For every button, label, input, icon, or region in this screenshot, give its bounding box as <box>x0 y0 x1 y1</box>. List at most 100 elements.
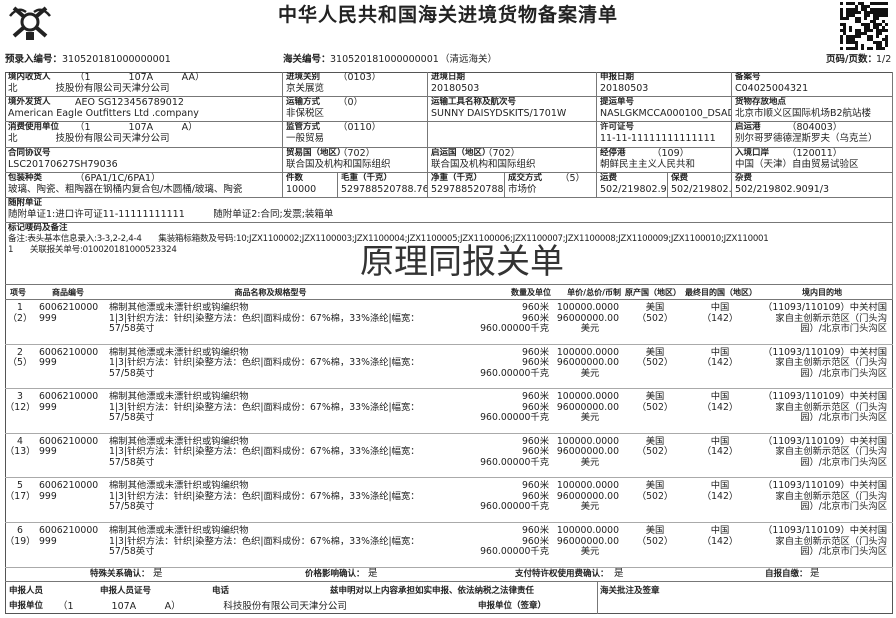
destination: （142） <box>701 490 739 502</box>
qr-module <box>855 8 858 11</box>
price: 100000.0000 <box>556 346 619 358</box>
qr-module <box>846 17 849 20</box>
item-no: 6 <box>17 525 23 536</box>
goods-name: 57/58英寸 <box>109 367 155 379</box>
customs-emblem <box>9 6 51 40</box>
field-code: （1 107A AA） <box>75 72 205 83</box>
hs-code-ext: 999 <box>39 446 57 458</box>
hs-code: 6006210000 <box>39 346 99 358</box>
qr-module <box>858 2 861 5</box>
origin: （502） <box>636 401 674 413</box>
qr-module <box>840 29 843 32</box>
qr-module <box>870 38 873 41</box>
qr-module <box>858 11 861 14</box>
field-value: American Eagle Outfitters Ltd .company <box>8 108 199 119</box>
qr-module <box>885 41 888 44</box>
hs-code: 6006210000 <box>39 525 99 536</box>
price: 96000000.00 <box>556 535 619 547</box>
qr-module <box>870 20 873 23</box>
field-value: 20180503 <box>431 83 480 94</box>
domestic-destination: 家自主创新示范区（门头沟 <box>775 357 887 369</box>
field-cell: 启运国（地区） （702） 联合国及机构和国际组织 <box>428 148 597 173</box>
qr-module <box>864 5 867 8</box>
qr-module <box>855 32 858 35</box>
goods-name: 棉制其他漂或未漂针织或钩编织物 <box>109 525 249 536</box>
quantity: 960米 <box>521 480 549 492</box>
qr-module <box>858 29 861 32</box>
qr-module <box>876 11 879 14</box>
goods-name: 57/58英寸 <box>109 501 155 513</box>
hs-code: 6006210000 <box>39 480 99 492</box>
origin: 美国 <box>645 480 665 492</box>
price: 100000.0000 <box>556 525 619 536</box>
field-value: 京关展览 <box>286 83 325 94</box>
field-label: 申报日期 <box>600 72 635 82</box>
field-code: （702） <box>483 148 521 159</box>
goods-name: 棉制其他漂或未漂针织或钩编织物 <box>109 302 249 313</box>
destination: 中国 <box>710 346 730 358</box>
qr-module <box>876 23 879 26</box>
field-code: （5） <box>560 173 586 184</box>
quantity: 960.00000千克 <box>480 412 549 424</box>
qr-module <box>864 23 867 26</box>
qr-module <box>861 2 864 5</box>
quantity: 960.00000千克 <box>480 323 549 334</box>
qr-module <box>879 2 882 5</box>
field-code: （6PA1/1C/6PA1） <box>75 173 161 184</box>
field-value: 非保税区 <box>286 108 325 119</box>
qr-module <box>870 35 873 38</box>
qr-module <box>885 23 888 26</box>
field-label: 运费 <box>600 173 618 183</box>
confirm-value: 是 <box>368 567 378 579</box>
quantity: 960米 <box>521 535 549 547</box>
field-cell: 件数 10000 <box>283 173 338 198</box>
qr-module <box>849 2 852 5</box>
field-label: 入境口岸 <box>735 148 770 158</box>
goods-header-label: 商品名称及规格型号 <box>234 288 307 297</box>
field-cell: 许可证号 11-11-11111111111111 <box>597 122 732 148</box>
table-frame <box>5 72 893 614</box>
quantity: 960米 <box>521 302 549 313</box>
qr-module <box>870 47 873 50</box>
domestic-destination: 园）/北京市门头沟区 <box>800 367 887 379</box>
field-label: 经停港 <box>600 148 626 158</box>
remarks-line: 备注:表头基本信息录入:3-3,2-2,4-4 集装箱标箱数及号码:10;JZX… <box>8 234 769 244</box>
field-cell: 合同协议号 LSC20170627SH79036 <box>5 148 283 173</box>
qr-module <box>885 11 888 14</box>
qr-module <box>840 47 843 50</box>
field-label: 进境日期 <box>431 72 466 82</box>
declarant: 申报人员 <box>9 585 44 596</box>
hs-code: 6006210000 <box>39 391 99 403</box>
item-seq: （17） <box>5 490 36 502</box>
field-code: （0110） <box>338 122 382 133</box>
field-cell: 提运单号 NASLGKMCCA000100_DSADI <box>597 97 732 122</box>
goods-name: 57/58英寸 <box>109 456 155 468</box>
item-no: 4 <box>17 435 23 447</box>
field-value: 502/219802.9091/3 <box>735 184 830 195</box>
field-label: 提运单号 <box>600 97 635 107</box>
origin: 美国 <box>645 346 665 358</box>
goods-name: 棉制其他漂或未漂针织或钩编织物 <box>109 346 249 358</box>
field-value: 中国（天津）自由贸易试验区 <box>735 159 859 170</box>
qr-module <box>867 29 870 32</box>
field-code: （120011） <box>787 148 843 159</box>
qr-module <box>855 35 858 38</box>
qr-module <box>852 47 855 50</box>
qr-module <box>885 2 888 5</box>
qr-module <box>876 8 879 11</box>
goods-name: 1|3|针织方法：针织|染整方法：色织|面料成份：67%棉，33%涤纶|幅宽： <box>109 312 420 324</box>
quantity: 960米 <box>521 490 549 502</box>
field-value: SUNNY DAISYDSKITS/1701W <box>431 108 567 119</box>
goods-row: 2 （5） 6006210000 999 棉制其他漂或未漂针织或钩编织物 1|3|针织方法… <box>5 345 893 390</box>
qr-module <box>846 8 849 11</box>
qr-module <box>852 14 855 17</box>
field-label: 净重（千克） <box>431 173 483 183</box>
blank-cell <box>428 122 597 148</box>
qr-module <box>867 11 870 14</box>
goods-name: 1|3|针织方法：针织|染整方法：色织|面料成份：67%棉，33%涤纶|幅宽： <box>109 446 420 458</box>
price: 美元 <box>580 501 600 513</box>
price: 美元 <box>580 323 600 334</box>
qr-module <box>861 23 864 26</box>
field-cell: 包装种类 （6PA1/1C/6PA1） 玻璃、陶瓷、粗陶器在钢桶内复合包/木圆桶/玻… <box>5 173 283 198</box>
